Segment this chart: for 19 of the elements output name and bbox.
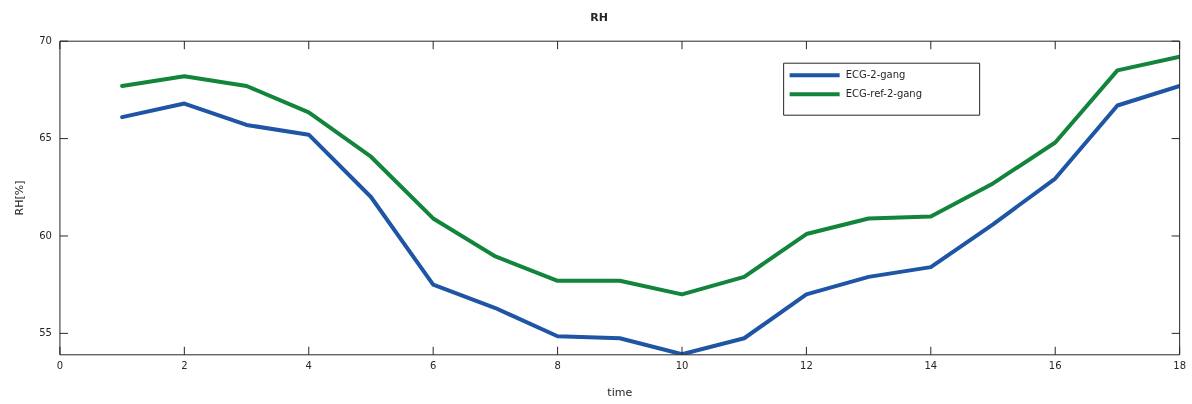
x-tick-label: 4 xyxy=(305,360,312,372)
x-tick-label: 18 xyxy=(1173,360,1186,372)
x-axis-title: time xyxy=(607,386,633,400)
y-tick-label: 70 xyxy=(39,34,52,46)
y-tick-label: 65 xyxy=(39,132,52,144)
x-tick-label: 10 xyxy=(675,360,689,372)
legend-label: ECG-ref-2-gang xyxy=(845,87,923,99)
x-tick-label: 0 xyxy=(56,360,64,372)
x-tick-label: 8 xyxy=(554,360,561,372)
x-tick-label: 14 xyxy=(924,360,938,372)
x-tick-label: 12 xyxy=(800,360,813,372)
y-tick-label: 60 xyxy=(39,229,52,241)
y-tick-label: 55 xyxy=(39,326,52,338)
x-tick-label: 6 xyxy=(429,360,437,372)
y-axis-title: RH[%] xyxy=(13,180,27,216)
x-tick-label: 2 xyxy=(181,360,188,372)
x-tick-label: 16 xyxy=(1048,360,1062,372)
legend-label: ECG-2-gang xyxy=(845,68,906,80)
chart-title: RH xyxy=(590,11,608,25)
